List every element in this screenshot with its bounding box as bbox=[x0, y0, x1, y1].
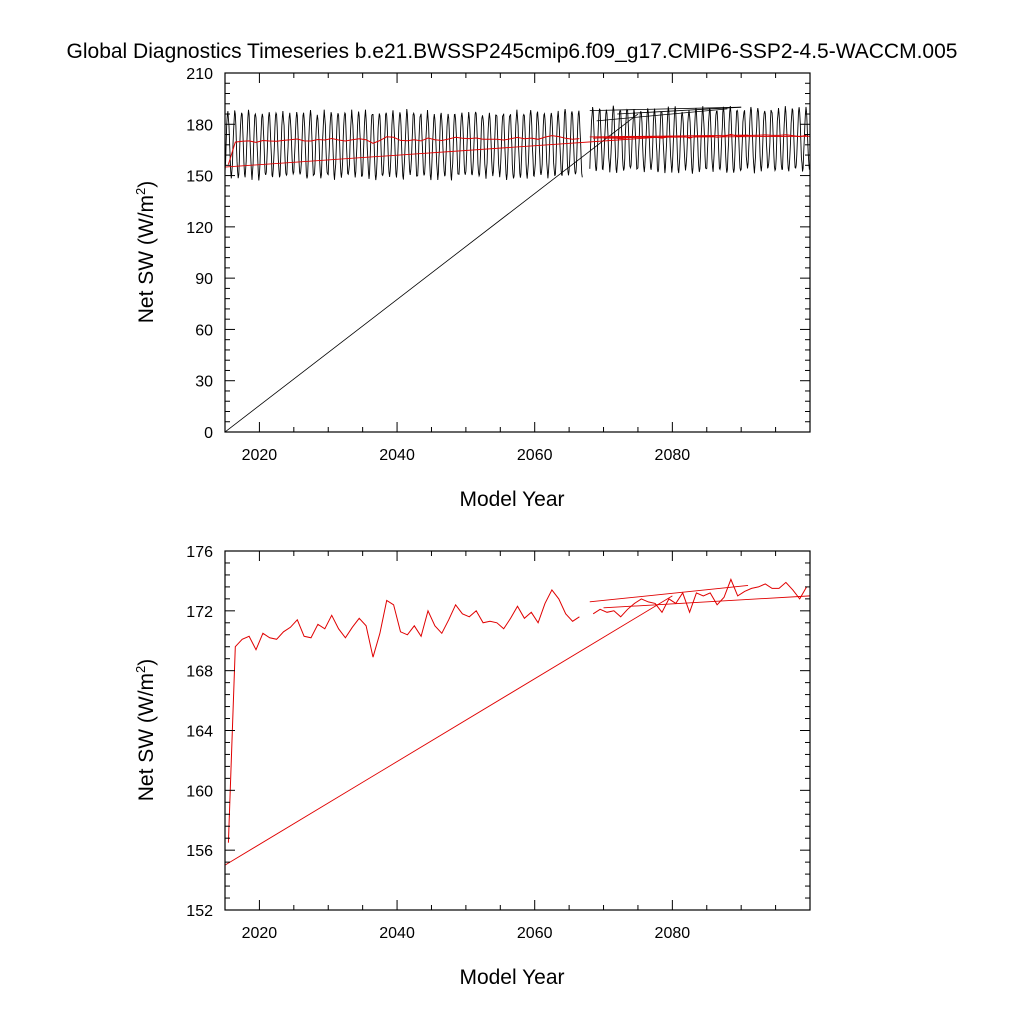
top-x-tick-label: 2060 bbox=[517, 447, 553, 464]
bottom-annual-line-segment1 bbox=[227, 588, 580, 843]
top-y-tick-label: 180 bbox=[186, 117, 213, 134]
bottom-x-tick-label: 2040 bbox=[379, 925, 415, 942]
top-x-tick-label: 2020 bbox=[242, 447, 278, 464]
figure-title: Global Diagnostics Timeseries b.e21.BWSS… bbox=[67, 40, 958, 63]
top-monthly-line-segment-1 bbox=[225, 108, 583, 181]
top-monthly-connector-4 bbox=[617, 106, 742, 115]
top-x-axis-label: Model Year bbox=[459, 488, 564, 511]
bottom-y-tick-label: 176 bbox=[186, 544, 213, 561]
top-annual-connector-2 bbox=[589, 134, 749, 138]
bottom-y-tick-label: 168 bbox=[186, 664, 213, 681]
top-y-tick-label: 30 bbox=[195, 374, 213, 391]
bottom-panel-lines bbox=[225, 578, 810, 866]
top-monthly-line-segment-2 bbox=[589, 105, 810, 174]
bottom-y-tick-label: 156 bbox=[186, 843, 213, 860]
bottom-panel: 2020 2040 2060 2080 152 156 160 164 168 172 176 Mo… bbox=[133, 544, 811, 989]
top-y-axis-label: Net SW (W/m2) bbox=[133, 181, 158, 324]
top-y-tick-label: 120 bbox=[186, 220, 213, 237]
bottom-y-axis-label: Net SW (W/m2) bbox=[133, 659, 158, 802]
bottom-y-tick-label: 164 bbox=[186, 724, 213, 741]
bottom-series-group bbox=[225, 578, 810, 866]
top-panel-axes: 2020 2040 2060 2080 0 30 60 90 120 150 180 210 bbox=[186, 66, 811, 464]
bottom-y-tick-label: 160 bbox=[186, 783, 213, 800]
top-monthly-connector-3 bbox=[596, 108, 728, 122]
bottom-x-axis-label: Model Year bbox=[459, 966, 564, 989]
top-monthly-connector-2 bbox=[589, 106, 742, 112]
top-plot-frame bbox=[224, 72, 811, 433]
top-y-tick-label: 90 bbox=[195, 271, 213, 288]
top-y-tick-label: 0 bbox=[204, 425, 213, 442]
top-series-group bbox=[225, 105, 810, 432]
bottom-y-tick-label: 152 bbox=[186, 903, 213, 920]
bottom-annual-connector-3 bbox=[603, 595, 810, 609]
top-panel: 2020 2040 2060 2080 0 30 60 90 120 150 180 210 Mode… bbox=[133, 66, 811, 511]
bottom-x-tick-label: 2060 bbox=[517, 925, 553, 942]
bottom-annual-line-segment2 bbox=[592, 578, 808, 618]
top-monthly-connector-1 bbox=[225, 113, 639, 432]
top-y-tick-label: 60 bbox=[195, 322, 213, 339]
top-y-tick-label: 210 bbox=[186, 66, 213, 83]
bottom-annual-connector-2 bbox=[589, 584, 749, 603]
bottom-panel-axes: 2020 2040 2060 2080 152 156 160 164 168 172 176 bbox=[186, 544, 811, 942]
top-x-tick-label: 2040 bbox=[379, 447, 415, 464]
top-y-tick-label: 150 bbox=[186, 169, 213, 186]
bottom-x-tick-label: 2020 bbox=[242, 925, 278, 942]
bottom-y-tick-label: 172 bbox=[186, 604, 213, 621]
top-annual-connector-1 bbox=[225, 135, 673, 168]
bottom-annual-connector-1 bbox=[225, 595, 673, 866]
top-x-tick-label: 2080 bbox=[655, 447, 691, 464]
top-annual-connector-3 bbox=[603, 135, 810, 139]
bottom-x-tick-label: 2080 bbox=[655, 925, 691, 942]
top-panel-lines bbox=[225, 105, 810, 432]
top-annual-line-segment1 bbox=[227, 135, 580, 165]
